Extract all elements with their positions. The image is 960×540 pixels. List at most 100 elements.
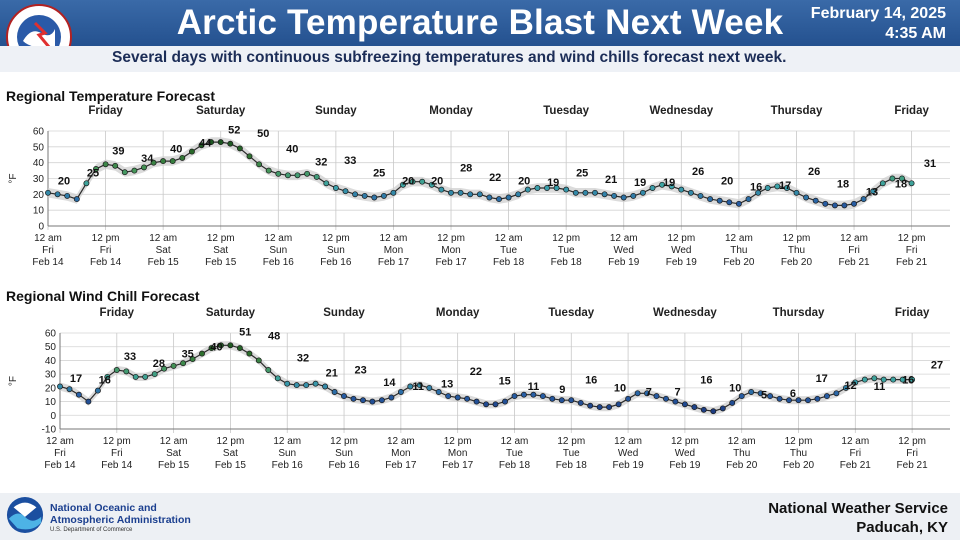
data-point	[104, 373, 111, 380]
x-tick-label: Mon	[448, 448, 467, 459]
data-point	[803, 194, 810, 201]
data-point	[380, 192, 387, 199]
x-tick-label: Fri	[111, 448, 123, 459]
value-label: 52	[228, 125, 240, 137]
day-label: Tuesday	[548, 307, 594, 319]
x-tick-label: 12 am	[149, 233, 177, 244]
x-tick-label: Mon	[384, 245, 403, 256]
x-tick-label: Feb 18	[551, 257, 583, 268]
data-point	[170, 362, 177, 369]
x-tick-label: Feb 21	[840, 460, 872, 471]
x-tick-label: Tue	[500, 245, 517, 256]
data-point	[729, 399, 736, 406]
value-label: 11	[874, 381, 886, 393]
value-label: 17	[816, 373, 828, 385]
value-label: 32	[315, 156, 327, 168]
value-label: 20	[721, 175, 733, 187]
x-tick-label: Sat	[213, 245, 228, 256]
value-label: 16	[700, 374, 712, 386]
data-point	[284, 172, 291, 179]
data-point	[795, 397, 802, 404]
value-label: 25	[373, 167, 385, 179]
data-point	[371, 194, 378, 201]
data-point	[558, 397, 565, 404]
day-label: Monday	[429, 105, 473, 117]
data-point	[630, 192, 637, 199]
data-point	[700, 406, 707, 413]
data-point	[409, 178, 416, 185]
data-point	[774, 183, 781, 190]
data-point	[390, 189, 397, 196]
chart-title: Regional Temperature Forecast	[6, 88, 215, 104]
data-point	[113, 367, 120, 373]
data-point	[123, 368, 130, 375]
noaa-name: National Oceanic and Atmospheric Adminis…	[50, 502, 191, 526]
data-point	[64, 192, 71, 199]
y-axis-label: °F	[8, 173, 19, 183]
data-point	[407, 383, 414, 390]
value-label: 17	[779, 180, 791, 192]
data-point	[745, 196, 752, 203]
value-label: 14	[383, 377, 396, 389]
data-point	[388, 394, 395, 401]
data-point	[428, 181, 435, 188]
x-tick-label: 12 am	[264, 233, 292, 244]
y-tick-label: 0	[50, 411, 56, 422]
data-point	[530, 391, 537, 398]
x-tick-label: Feb 17	[442, 460, 474, 471]
data-point	[150, 159, 157, 166]
data-point	[776, 395, 783, 402]
value-label: 33	[124, 351, 136, 363]
data-point	[352, 191, 359, 198]
value-label: 25	[87, 167, 99, 179]
data-point	[687, 189, 694, 196]
x-tick-label: Fri	[849, 448, 861, 459]
data-point	[360, 397, 366, 404]
x-tick-label: Feb 17	[378, 257, 410, 268]
data-point	[668, 183, 675, 190]
x-tick-label: Wed	[671, 245, 691, 256]
data-point	[611, 192, 618, 199]
data-point	[515, 191, 522, 198]
data-point	[833, 390, 840, 397]
data-point	[738, 393, 745, 400]
data-point	[284, 380, 291, 387]
y-tick-label: 50	[33, 142, 45, 153]
x-tick-label: Feb 16	[263, 257, 295, 268]
x-tick-label: Feb 19	[669, 460, 701, 471]
data-point	[66, 386, 73, 393]
value-label: 18	[895, 179, 907, 191]
data-point	[45, 189, 51, 196]
data-point	[304, 170, 311, 177]
value-label: 18	[837, 179, 849, 191]
x-tick-label: Feb 14	[90, 257, 122, 268]
x-tick-label: 12 pm	[667, 233, 695, 244]
value-label: 32	[297, 352, 309, 364]
data-point	[448, 189, 454, 196]
data-point	[587, 402, 594, 409]
data-point	[161, 365, 168, 372]
data-point	[94, 387, 101, 394]
data-point	[369, 398, 376, 405]
x-tick-label: Feb 18	[493, 257, 525, 268]
day-label: Tuesday	[543, 105, 589, 117]
x-tick-label: 12 am	[841, 436, 869, 447]
data-point	[342, 188, 349, 195]
data-point	[341, 393, 347, 400]
data-point	[464, 395, 471, 402]
data-point	[639, 189, 646, 196]
value-label: 20	[402, 175, 414, 187]
day-label: Friday	[894, 105, 929, 117]
data-point	[851, 200, 857, 207]
data-point	[644, 390, 650, 397]
x-tick-label: 12 pm	[444, 436, 472, 447]
value-label: 33	[344, 155, 356, 167]
data-point	[293, 382, 300, 389]
data-point	[822, 200, 829, 207]
data-point	[710, 408, 717, 415]
data-point	[620, 194, 627, 201]
data-point	[691, 404, 698, 411]
data-point	[256, 161, 263, 168]
data-point	[511, 393, 518, 400]
data-point	[188, 148, 195, 155]
